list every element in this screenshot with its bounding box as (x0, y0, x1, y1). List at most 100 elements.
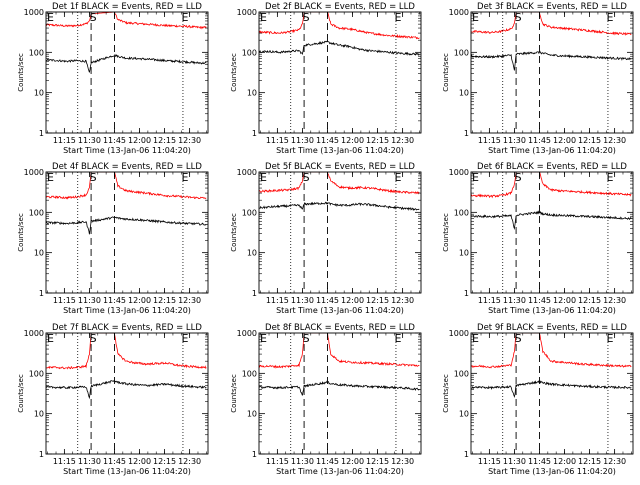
x-tick-label: 12:00 (341, 136, 364, 145)
event-marker-label: S (515, 171, 522, 184)
x-tick-label: 12:30 (391, 457, 414, 466)
event-marker-label: S (303, 332, 310, 345)
y-tick-label: 1000 (237, 168, 257, 177)
series-group (471, 12, 632, 71)
x-tick-label: 11:30 (503, 296, 526, 305)
events-line (471, 50, 632, 71)
events-line (259, 40, 420, 56)
event-marker-label: E (472, 171, 479, 184)
x-tick-label: 11:15 (266, 457, 289, 466)
event-marker-label: E (606, 332, 613, 345)
events-line (259, 380, 420, 396)
y-axis-label: Counts/sec (230, 213, 238, 252)
y-tick-label: 10 (34, 249, 44, 258)
x-axis-label: Start Time (13-Jan-06 11:04:20) (63, 467, 191, 476)
y-tick-label: 100 (242, 208, 257, 217)
y-tick-label: 10 (34, 89, 44, 98)
lld-line (259, 12, 420, 40)
event-marker-label: E (47, 171, 54, 184)
event-marker-label: E (47, 11, 54, 24)
y-axis-label: Counts/sec (442, 374, 450, 413)
x-tick-label: 11:15 (478, 296, 501, 305)
x-tick-label: 12:30 (178, 457, 201, 466)
lld-line (46, 333, 207, 370)
event-marker-label: E (260, 171, 267, 184)
x-tick-label: 11:30 (78, 136, 101, 145)
plot-frame (470, 11, 634, 134)
series-group (471, 333, 632, 399)
y-axis-label: Counts/sec (230, 53, 238, 92)
event-marker-label: E (394, 11, 401, 24)
detector-panel: 1 10 100 1000 11:15 11:30 11:45 12:00 12:15 12:30… (442, 323, 634, 476)
x-tick-label: 11:30 (78, 457, 101, 466)
x-tick-label: 12:15 (578, 457, 601, 466)
y-tick-label: 1 (252, 129, 257, 138)
y-tick-label: 1 (464, 129, 469, 138)
plot-frame (45, 171, 209, 294)
events-line (259, 201, 420, 211)
plot-frame (258, 332, 422, 455)
panel-title: Det 7f BLACK = Events, RED = LLD (52, 323, 202, 333)
y-tick-label: 1 (39, 289, 44, 298)
x-axis-label: Start Time (13-Jan-06 11:04:20) (488, 467, 616, 476)
y-tick-label: 10 (34, 410, 44, 419)
lld-line (259, 333, 420, 369)
x-tick-label: 11:45 (316, 296, 339, 305)
y-axis-label: Counts/sec (17, 374, 25, 413)
x-tick-label: 12:00 (128, 457, 151, 466)
x-tick-label: 11:45 (528, 136, 551, 145)
y-tick-label: 100 (242, 48, 257, 57)
series-group (46, 172, 207, 235)
y-tick-label: 10 (459, 89, 469, 98)
y-axis-label: Counts/sec (17, 53, 25, 92)
y-tick-label: 1 (464, 289, 469, 298)
x-tick-label: 11:45 (316, 457, 339, 466)
y-tick-label: 1000 (24, 8, 44, 17)
detector-panel: 1 10 100 1000 11:15 11:30 11:45 12:00 12:15 12:30… (230, 162, 422, 315)
events-line (46, 53, 207, 73)
event-marker-label: E (260, 11, 267, 24)
event-marker-label: S (90, 332, 97, 345)
y-tick-label: 1000 (237, 8, 257, 17)
x-tick-label: 11:45 (528, 457, 551, 466)
x-tick-label: 12:00 (128, 296, 151, 305)
detector-panel: 1 10 100 1000 11:15 11:30 11:45 12:00 12:15 12:30… (17, 323, 209, 476)
event-marker-label: E (181, 11, 188, 24)
x-tick-label: 11:15 (478, 457, 501, 466)
x-axis-label: Start Time (13-Jan-06 11:04:20) (488, 146, 616, 155)
event-marker-label: E (181, 171, 188, 184)
series-group (259, 333, 420, 396)
lld-line (471, 172, 632, 199)
x-tick-label: 11:45 (316, 136, 339, 145)
y-tick-label: 1000 (449, 168, 469, 177)
lld-line (471, 12, 632, 36)
y-tick-label: 100 (29, 208, 44, 217)
y-tick-label: 100 (454, 369, 469, 378)
series-group (46, 12, 207, 73)
panel-title: Det 3f BLACK = Events, RED = LLD (477, 2, 627, 12)
x-tick-label: 12:30 (603, 296, 626, 305)
plot-frame (470, 332, 634, 455)
x-tick-label: 11:45 (528, 296, 551, 305)
lld-line (46, 12, 207, 30)
x-tick-label: 12:15 (578, 136, 601, 145)
y-tick-label: 10 (459, 410, 469, 419)
x-axis-label: Start Time (13-Jan-06 11:04:20) (276, 467, 404, 476)
x-tick-label: 12:15 (366, 136, 389, 145)
events-line (46, 380, 207, 400)
lld-line (471, 333, 632, 369)
x-tick-label: 11:30 (503, 136, 526, 145)
event-marker-label: S (515, 11, 522, 24)
event-marker-label: E (606, 171, 613, 184)
detector-panel: 1 10 100 1000 11:15 11:30 11:45 12:00 12:15 12:30… (17, 2, 209, 155)
event-marker-label: S (303, 11, 310, 24)
x-tick-label: 11:30 (291, 457, 314, 466)
event-marker-label: E (260, 332, 267, 345)
x-tick-label: 11:15 (478, 136, 501, 145)
detector-panel: 1 10 100 1000 11:15 11:30 11:45 12:00 12:15 12:30… (442, 2, 634, 155)
x-tick-label: 12:15 (366, 296, 389, 305)
x-axis-label: Start Time (13-Jan-06 11:04:20) (63, 306, 191, 315)
panel-title: Det 9f BLACK = Events, RED = LLD (477, 323, 627, 333)
